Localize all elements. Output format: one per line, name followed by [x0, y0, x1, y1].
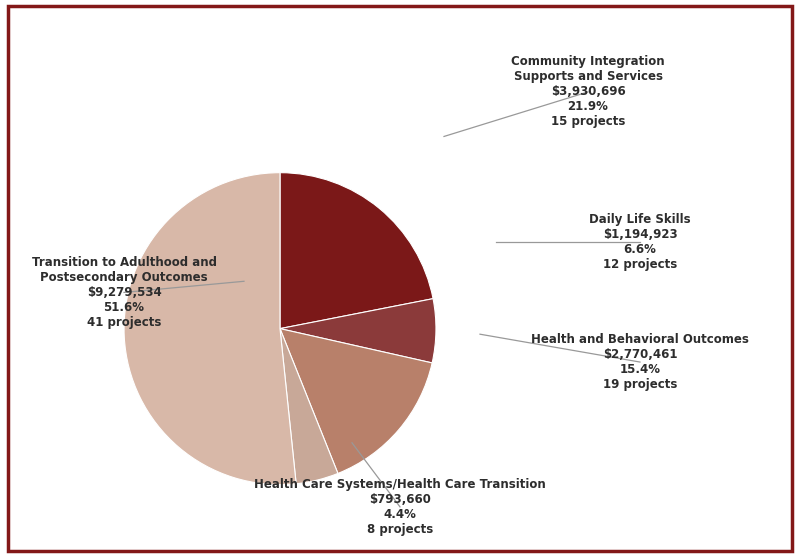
Text: 2020: 2020	[375, 18, 425, 36]
Text: Question 6: Lifespan: Question 6: Lifespan	[296, 45, 504, 63]
Text: Community Integration
Supports and Services
$3,930,696
21.9%
15 projects: Community Integration Supports and Servi…	[511, 55, 665, 129]
Wedge shape	[280, 173, 433, 329]
Text: Health Care Systems/Health Care Transition
$793,660
4.4%
8 projects: Health Care Systems/Health Care Transiti…	[254, 478, 546, 536]
Text: Daily Life Skills
$1,194,923
6.6%
12 projects: Daily Life Skills $1,194,923 6.6% 12 pro…	[589, 213, 691, 271]
Text: Transition to Adulthood and
Postsecondary Outcomes
$9,279,534
51.6%
41 projects: Transition to Adulthood and Postsecondar…	[31, 256, 217, 329]
Wedge shape	[280, 299, 436, 363]
Text: Funding by Subcategory: Funding by Subcategory	[296, 76, 504, 91]
Text: Health and Behavioral Outcomes
$2,770,461
15.4%
19 projects: Health and Behavioral Outcomes $2,770,46…	[531, 333, 749, 391]
Wedge shape	[280, 329, 338, 483]
Wedge shape	[124, 173, 296, 485]
Wedge shape	[280, 329, 432, 473]
